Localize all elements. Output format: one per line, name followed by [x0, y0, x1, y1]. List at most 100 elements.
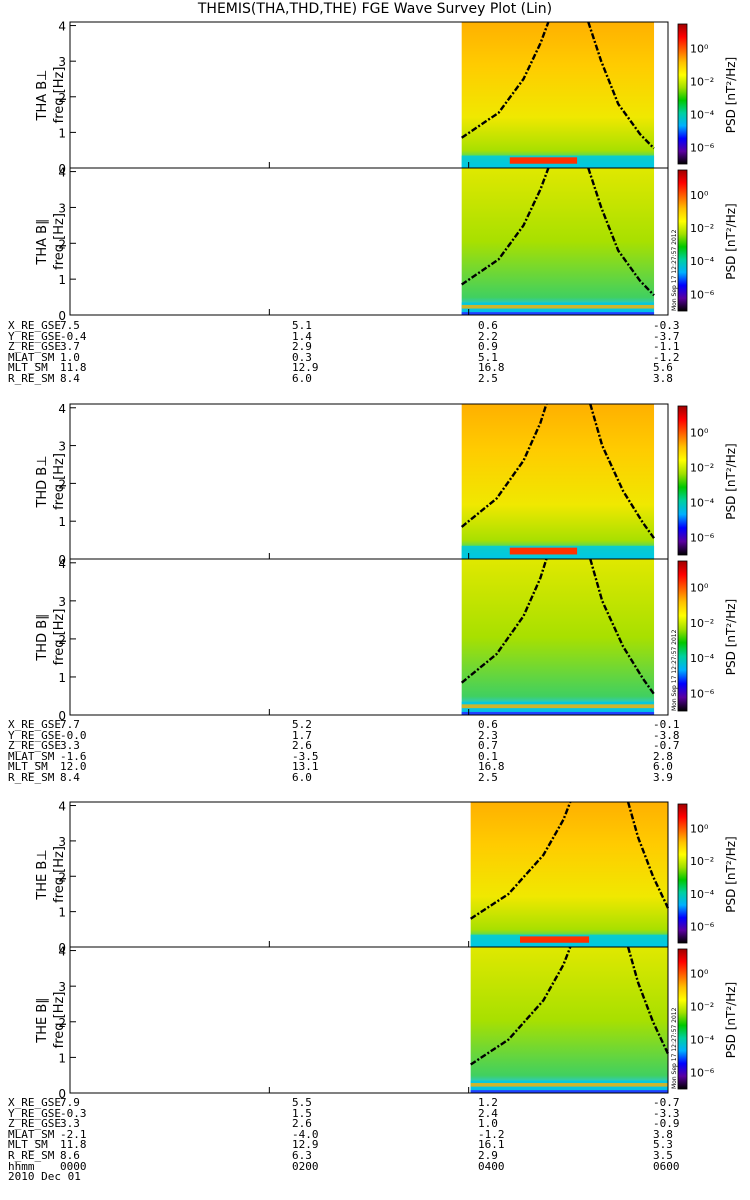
- ephemeris-value: 0.1: [478, 749, 498, 763]
- cyclotron-curve: [460, 403, 548, 528]
- y-tick-label: 0: [58, 709, 66, 723]
- ephemeris-value: 3.7: [60, 340, 80, 354]
- colorbar-tick-label: 10⁻²: [690, 461, 714, 474]
- y-tick-label: 3: [58, 201, 66, 215]
- y-tick-label: 2: [58, 1016, 66, 1030]
- ephemeris-value: 12.9: [292, 1138, 319, 1152]
- colorbar-tick-label: 10⁻⁶: [690, 687, 715, 700]
- y-tick-label: 0: [58, 162, 66, 176]
- ephemeris-value: 12.9: [292, 361, 319, 375]
- ephemeris-value: 0.3: [292, 350, 312, 364]
- ephemeris-row-label: Z_RE_GSE: [8, 1117, 61, 1131]
- ephemeris-value: 0.6: [478, 319, 498, 332]
- ephemeris-value: 2.9: [478, 1149, 498, 1162]
- spectrogram-panel: 0 1 2 3 4 THA B∥ freq [Hz] 10⁰ 10⁻² 10⁻⁴ 10⁻⁶ PSD […: [35, 166, 738, 323]
- y-tick-label: 0: [58, 309, 66, 323]
- noise-floor: [461, 711, 655, 715]
- ephemeris-value: -0.9: [653, 1117, 680, 1131]
- colorbar-label: PSD [nT²/Hz]: [724, 836, 738, 912]
- ephemeris-value: 11.8: [60, 361, 87, 375]
- y-tick-label: 2: [58, 237, 66, 251]
- ephemeris-value: 3.8: [653, 372, 673, 385]
- colorbar-tick-label: 10⁰: [690, 426, 709, 439]
- colorbar-tick-label: 10⁻⁴: [690, 652, 715, 665]
- ephemeris-value: -0.7: [653, 1096, 680, 1109]
- y-tick-label: 2: [58, 870, 66, 884]
- ephemeris-value: 5.1: [292, 319, 312, 332]
- y-tick-label: 3: [58, 55, 66, 69]
- y-axis-label: freq [Hz]: [52, 213, 67, 270]
- time-tick-label: 0000: [60, 1159, 87, 1173]
- ephemeris-value: 3.9: [653, 771, 673, 784]
- colorbar-tick-label: 10⁻²: [690, 617, 714, 630]
- cyclotron-curve: [460, 558, 548, 684]
- y-tick-label: 0: [58, 941, 66, 955]
- noise-floor: [461, 312, 655, 315]
- date-label: 2010 Dec 01: [8, 1170, 81, 1184]
- ephemeris-value: 0.9: [478, 340, 498, 354]
- ephemeris-value: 2.6: [292, 739, 312, 753]
- ephemeris-value: 2.3: [478, 728, 498, 742]
- spectrogram-panel: 0 1 2 3 4 THD B∥ freq [Hz] 10⁰ 10⁻² 10⁻⁴ 10⁻⁶ PSD […: [35, 557, 738, 723]
- page-title: THEMIS(THA,THD,THE) FGE Wave Survey Plot…: [197, 1, 553, 17]
- ephemeris-value: 5.3: [653, 1138, 673, 1152]
- colorbar-tick-label: 10⁰: [690, 823, 709, 836]
- y-tick-label: 2: [58, 633, 66, 647]
- ephemeris-row-label: MLT_SM: [8, 760, 48, 774]
- timestamp-stamp: Mon Sep 17 12:27:57 2012: [671, 1007, 678, 1089]
- ephemeris-value: -0.1: [653, 718, 680, 731]
- colorbar: [677, 23, 688, 165]
- ephemeris-row-label: Y_RE_GSE: [8, 329, 61, 343]
- ephemeris-value: 6.3: [292, 1149, 312, 1162]
- ephemeris-value: 0.7: [478, 739, 498, 753]
- time-axis-label: hhmm: [8, 1159, 35, 1173]
- panel-label: THE B∥: [35, 997, 50, 1043]
- noise-floor: [470, 1090, 668, 1093]
- colorbar-tick-label: 10⁰: [690, 968, 709, 981]
- power-enhancement: [461, 304, 655, 309]
- time-tick-label: 0400: [478, 1159, 505, 1173]
- cyclotron-curve: [587, 21, 655, 150]
- ephemeris-value: 1.0: [60, 350, 80, 364]
- y-tick-label: 4: [58, 402, 66, 416]
- spectrogram-data: [461, 404, 655, 559]
- y-tick-label: 4: [58, 557, 66, 571]
- y-tick-label: 1: [58, 126, 66, 140]
- spectrogram-data: [461, 22, 655, 168]
- cyclotron-curve: [587, 167, 655, 297]
- ephemeris-value: 3.8: [653, 1127, 673, 1141]
- cyclotron-curve: [626, 801, 670, 909]
- ephemeris-value: -1.2: [478, 1127, 505, 1141]
- y-axis-label: freq [Hz]: [52, 453, 67, 510]
- colorbar-tick-label: 10⁻²: [690, 1001, 714, 1014]
- ephemeris-row-label: Y_RE_GSE: [8, 728, 61, 742]
- cyclotron-curve: [461, 21, 550, 139]
- ephemeris-value: -2.1: [60, 1127, 87, 1141]
- timestamp-stamp: Mon Sep 17 12:27:57 2012: [671, 229, 678, 311]
- colorbar-tick-label: 10⁻⁶: [690, 1067, 715, 1080]
- ephemeris-value: 8.6: [60, 1149, 80, 1162]
- ephemeris-row-label: R_RE_SM: [8, 1149, 55, 1162]
- ephemeris-row-label: X_RE_GSE: [8, 718, 61, 731]
- colorbar-label: PSD [nT²/Hz]: [724, 203, 738, 279]
- ephemeris-row-label: MLAT_SM: [8, 749, 55, 763]
- ephemeris-value: 2.5: [478, 771, 498, 784]
- ephemeris-value: 16.8: [478, 361, 505, 375]
- panel-frame: [69, 167, 669, 316]
- y-tick-label: 3: [58, 835, 66, 849]
- ephemeris-row-label: Z_RE_GSE: [8, 739, 61, 753]
- y-tick-label: 2: [58, 477, 66, 491]
- spectrogram-panel: 0 1 2 3 4 THD B⊥ freq [Hz] 10⁰ 10⁻² 10⁻⁴ 10⁻⁶ PSD […: [35, 402, 738, 567]
- colorbar-label: PSD [nT²/Hz]: [724, 982, 738, 1058]
- colorbar-tick-label: 10⁰: [690, 43, 709, 56]
- ephemeris-value: 8.4: [60, 771, 80, 784]
- ephemeris-value: 7.7: [60, 718, 80, 731]
- panel-label: THD B∥: [35, 613, 50, 661]
- ephemeris-value: -3.5: [292, 749, 319, 763]
- ephemeris-value: -1.1: [653, 340, 680, 354]
- ephemeris-value: -0.7: [653, 739, 680, 753]
- ephemeris-value: 3.5: [653, 1149, 673, 1162]
- ephemeris-value: 1.2: [478, 1096, 498, 1109]
- ephemeris-value: -0.3: [653, 319, 680, 332]
